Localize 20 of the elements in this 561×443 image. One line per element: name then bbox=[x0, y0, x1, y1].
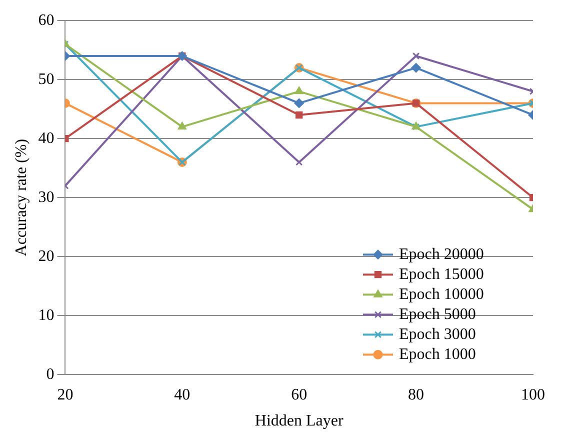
x-tick-label: 60 bbox=[291, 386, 308, 404]
legend-label: Epoch 3000 bbox=[399, 326, 476, 343]
legend-label: Epoch 10000 bbox=[399, 286, 484, 303]
legend-label: Epoch 1000 bbox=[399, 346, 476, 363]
legend-label: Epoch 15000 bbox=[399, 266, 484, 283]
x-tick-label: 20 bbox=[57, 386, 74, 404]
y-tick-label: 50 bbox=[38, 70, 54, 88]
legend-label: Epoch 20000 bbox=[399, 246, 484, 263]
y-tick-label: 40 bbox=[38, 130, 54, 147]
x-tick-label: 80 bbox=[408, 386, 424, 404]
y-tick-label: 60 bbox=[38, 12, 54, 29]
y-tick-label: 30 bbox=[38, 188, 54, 206]
y-tick-label: 10 bbox=[38, 306, 54, 324]
legend-label: Epoch 5000 bbox=[399, 306, 476, 323]
x-tick-label: 100 bbox=[521, 386, 545, 404]
y-axis-title: Accuracy rate (%) bbox=[12, 138, 30, 256]
x-tick-label: 40 bbox=[174, 386, 190, 404]
y-tick-label: 0 bbox=[46, 366, 54, 383]
y-tick-label: 20 bbox=[38, 248, 54, 265]
x-axis-title: Hidden Layer bbox=[254, 412, 344, 430]
